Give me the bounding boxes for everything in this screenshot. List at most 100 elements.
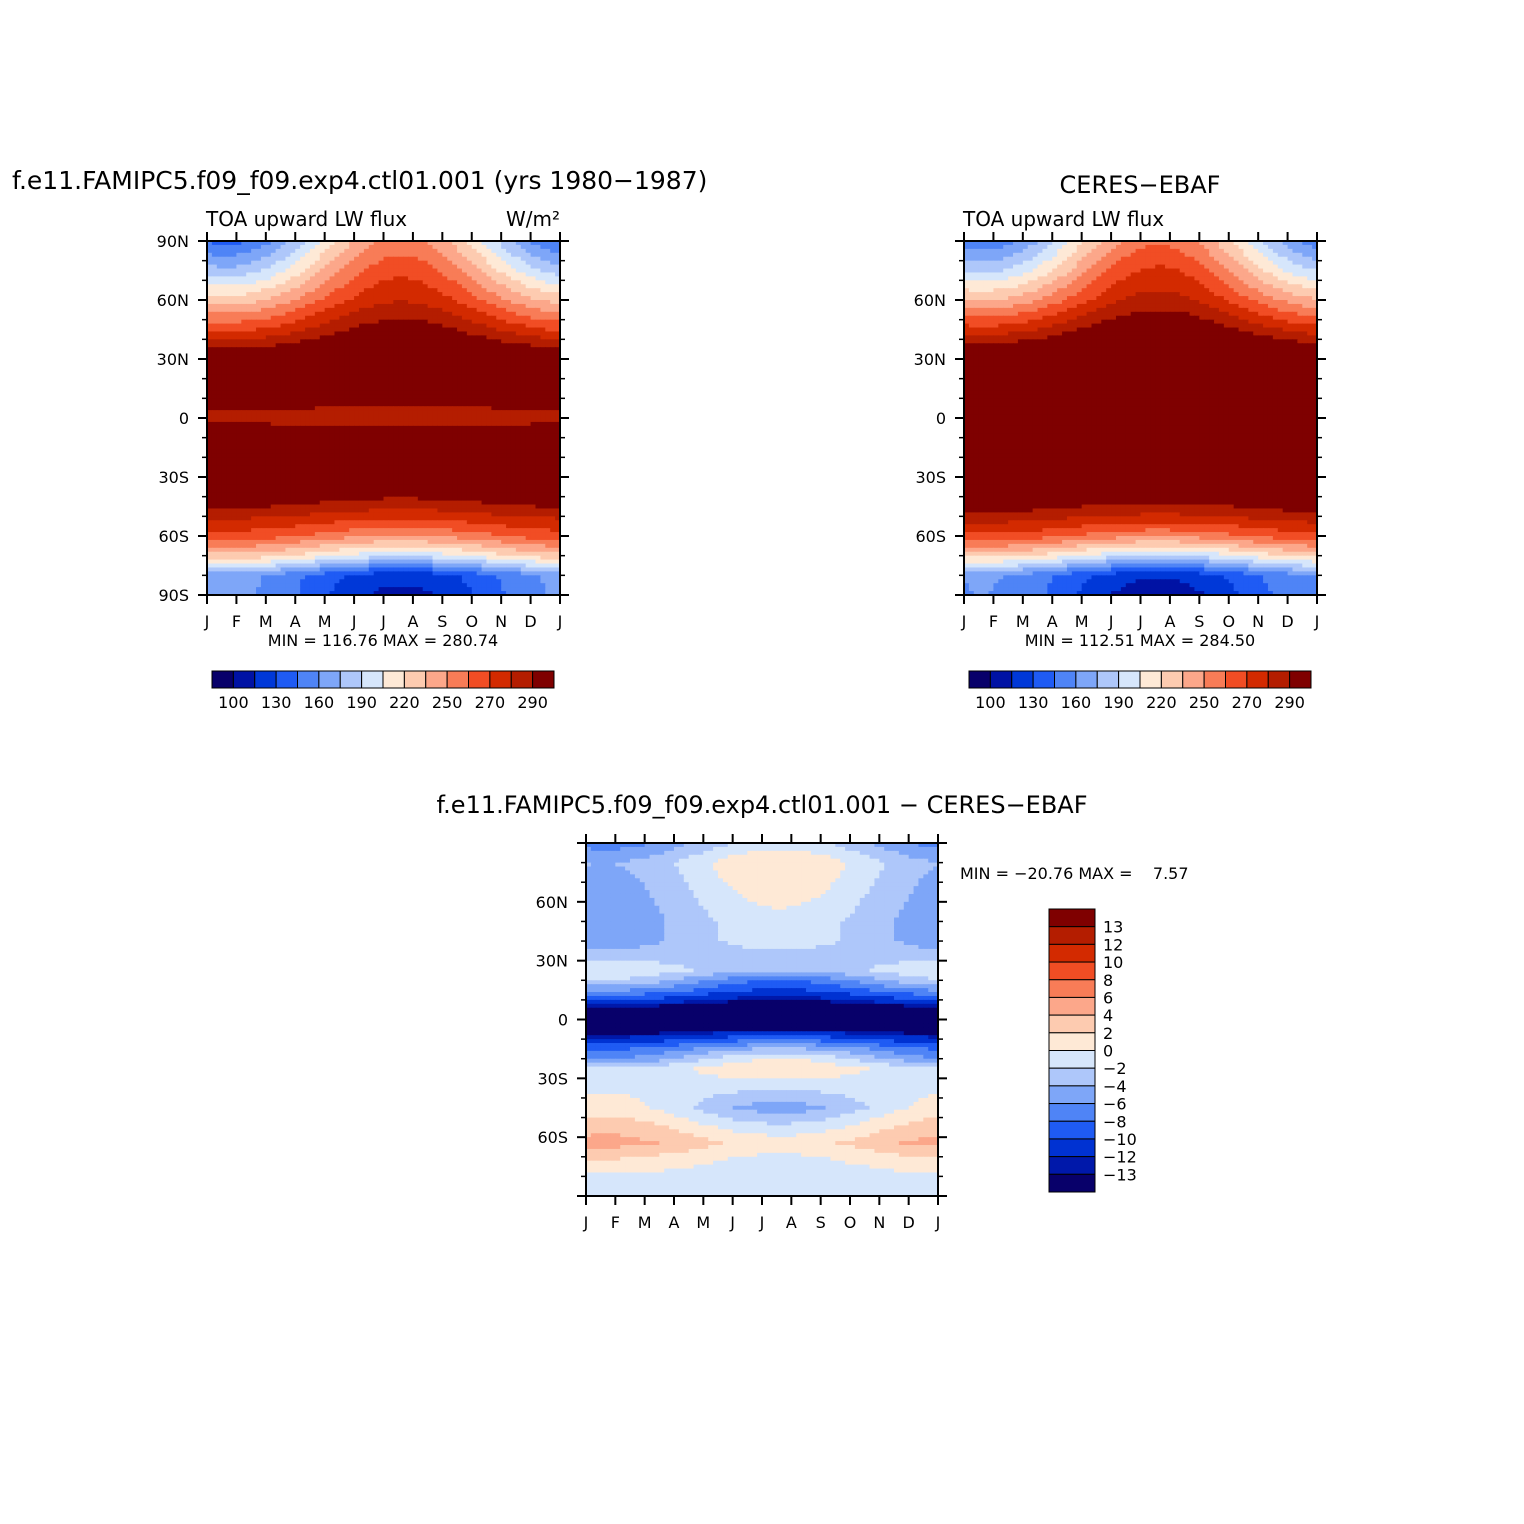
heatmap-cell <box>417 248 424 254</box>
heatmap-cell <box>368 394 375 399</box>
heatmap-cell <box>324 374 331 380</box>
heatmap-cell <box>236 355 242 360</box>
heatmap-cell <box>437 429 443 435</box>
heatmap-cell <box>216 264 223 270</box>
heatmap-cell <box>393 311 399 317</box>
heatmap-cell <box>354 366 360 372</box>
heatmap-cell <box>226 402 233 407</box>
heatmap-cell <box>481 449 488 454</box>
heatmap-cell <box>216 469 223 474</box>
heatmap-cell <box>256 414 262 419</box>
heatmap-cell <box>422 303 429 309</box>
heatmap-cell <box>354 461 360 466</box>
heatmap-cell <box>437 492 443 498</box>
heatmap-cell <box>251 492 257 498</box>
heatmap-cell <box>344 374 350 380</box>
heatmap-cell <box>300 319 306 325</box>
heatmap-cell <box>344 351 350 356</box>
heatmap-cell <box>530 398 537 403</box>
heatmap-cell <box>422 327 429 333</box>
heatmap-cell <box>525 496 532 502</box>
heatmap-cell <box>535 241 541 246</box>
heatmap-cell <box>295 421 301 427</box>
heatmap-cell <box>555 433 561 439</box>
heatmap-cell <box>295 272 301 277</box>
heatmap-cell <box>319 441 326 447</box>
heatmap-cell <box>236 339 242 344</box>
heatmap-cell <box>471 465 478 470</box>
heatmap-cell <box>339 359 345 364</box>
heatmap-cell <box>221 366 228 372</box>
heatmap-cell <box>398 433 404 439</box>
heatmap-cell <box>403 339 409 344</box>
heatmap-cell <box>457 366 463 372</box>
heatmap-cell <box>452 508 458 513</box>
heatmap-cell <box>309 441 316 447</box>
heatmap-cell <box>525 457 532 462</box>
heatmap-cell <box>211 323 218 329</box>
heatmap-cell <box>555 445 561 451</box>
heatmap-cell <box>339 315 345 321</box>
heatmap-cell <box>275 429 282 435</box>
heatmap-cell <box>422 457 429 462</box>
heatmap-cell <box>265 280 272 285</box>
heatmap-cell <box>226 284 233 289</box>
heatmap-cell <box>378 300 385 305</box>
heatmap-cell <box>540 303 546 309</box>
heatmap-cell <box>530 414 537 419</box>
heatmap-cell <box>447 394 453 399</box>
heatmap-cell <box>241 241 247 246</box>
heatmap-cell <box>231 386 238 392</box>
heatmap-cell <box>540 331 546 336</box>
heatmap-cell <box>476 256 483 262</box>
heatmap-cell <box>422 418 429 423</box>
heatmap-cell <box>520 473 527 478</box>
heatmap-cell <box>447 414 453 419</box>
heatmap-cell <box>417 303 424 309</box>
heatmap-cell <box>285 319 291 325</box>
heatmap-cell <box>550 307 556 313</box>
heatmap-cell <box>265 378 272 384</box>
heatmap-cell <box>550 362 556 368</box>
heatmap-cell <box>349 457 355 462</box>
heatmap-cell <box>216 280 223 285</box>
heatmap-cell <box>207 319 213 325</box>
heatmap-cell <box>545 414 551 419</box>
heatmap-cell <box>447 500 453 506</box>
heatmap-cell <box>246 355 252 360</box>
heatmap-cell <box>466 248 473 254</box>
heatmap-cell <box>510 252 517 258</box>
heatmap-cell <box>545 288 551 293</box>
heatmap-cell <box>496 445 502 451</box>
heatmap-cell <box>339 311 345 317</box>
heatmap-cell <box>461 303 468 309</box>
heatmap-cell <box>334 465 340 470</box>
heatmap-cell <box>295 280 301 285</box>
heatmap-cell <box>221 492 228 498</box>
heatmap-cell <box>432 351 439 356</box>
heatmap-cell <box>354 402 360 407</box>
heatmap-cell <box>265 272 272 277</box>
heatmap-cell <box>265 477 272 482</box>
heatmap-cell <box>545 276 551 281</box>
heatmap-cell <box>481 296 488 301</box>
heatmap-cells <box>207 241 561 596</box>
heatmap-cell <box>422 469 429 474</box>
heatmap-cell <box>285 488 291 494</box>
heatmap-cell <box>447 362 453 368</box>
heatmap-cell <box>417 284 424 289</box>
heatmap-cell <box>496 410 502 415</box>
heatmap-cell <box>207 469 213 474</box>
heatmap-cell <box>422 343 429 348</box>
heatmap-cell <box>216 410 223 415</box>
heatmap-cell <box>432 500 439 506</box>
heatmap-cell <box>314 445 321 451</box>
heatmap-cell <box>506 331 512 336</box>
heatmap-cell <box>393 362 399 368</box>
heatmap-cell <box>442 441 448 447</box>
heatmap-cell <box>358 374 365 380</box>
heatmap-cell <box>432 480 439 486</box>
heatmap-cell <box>295 418 301 423</box>
heatmap-cell <box>363 473 370 478</box>
heatmap-cell <box>506 300 512 305</box>
